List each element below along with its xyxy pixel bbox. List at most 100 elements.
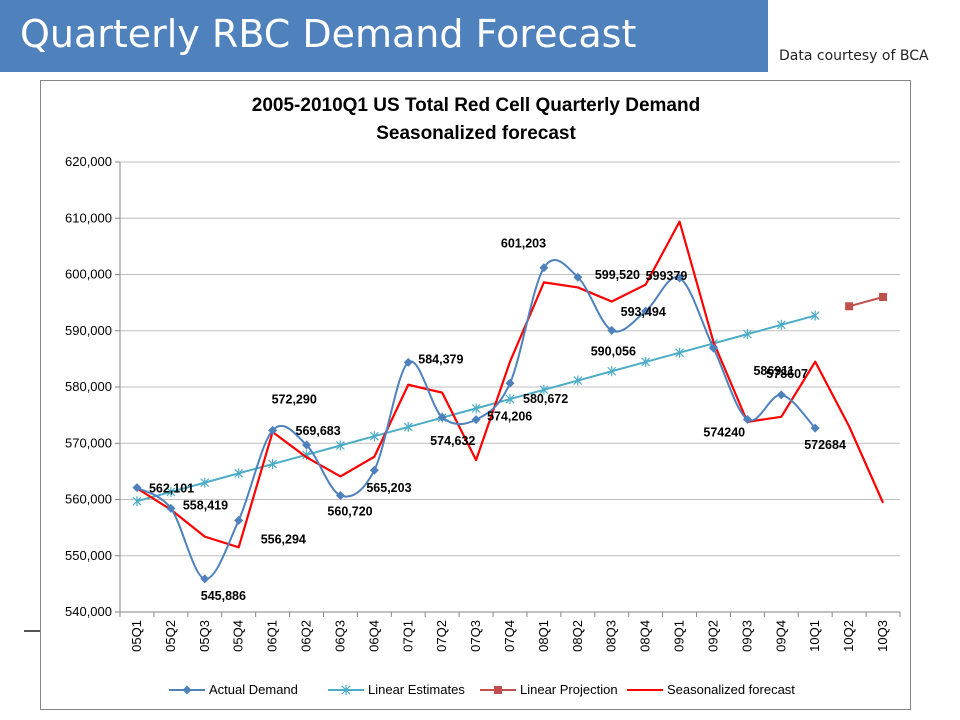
y-tick-label: 590,000	[65, 323, 112, 338]
chart-title: 2005-2010Q1 US Total Red Cell Quarterly …	[252, 95, 700, 116]
series-line	[848, 296, 884, 308]
y-tick-label: 620,000	[65, 154, 112, 169]
data-label: 560,720	[327, 504, 372, 518]
data-label: 569,683	[296, 424, 341, 438]
x-tick-label: 09Q1	[672, 620, 687, 652]
legend-entry: Linear Estimates	[328, 682, 465, 697]
data-point-diamond	[335, 490, 345, 500]
legend-entry: Seasonalized forecast	[627, 682, 795, 697]
x-tick-label: 06Q4	[366, 620, 381, 652]
data-point-square	[494, 686, 502, 694]
x-tick-label: 07Q1	[400, 620, 415, 652]
chart-frame: 2005-2010Q1 US Total Red Cell Quarterly …	[40, 80, 911, 710]
y-axis-ticks: 540,000 550,000 560,000 570,000 580,000 590,0…	[65, 154, 120, 619]
data-point-diamond	[573, 272, 583, 282]
legend-label: Seasonalized forecast	[667, 682, 795, 697]
data-labels: 562,101 558,419 545,886 556,294 572,290 569,6…	[149, 237, 846, 603]
data-label: 593,494	[621, 305, 666, 319]
y-tick-label: 570,000	[65, 435, 112, 450]
data-point-diamond	[810, 423, 820, 433]
legend-label: Linear Estimates	[368, 682, 465, 697]
data-point-diamond	[776, 390, 786, 400]
data-label: 574240	[703, 425, 745, 439]
x-tick-label: 09Q4	[773, 620, 788, 652]
data-point-diamond	[505, 378, 515, 388]
data-point-diamond	[132, 483, 142, 493]
data-point-diamond	[641, 306, 651, 316]
x-tick-label: 06Q1	[265, 620, 280, 652]
x-tick-label: 05Q3	[197, 620, 212, 652]
data-point-diamond	[437, 412, 447, 422]
data-label: 572,290	[272, 392, 317, 406]
series-seasonalized-forecast	[136, 220, 885, 549]
x-tick-label: 07Q2	[434, 620, 449, 652]
x-tick-label: 08Q4	[638, 620, 653, 652]
decorative-dash	[24, 630, 40, 632]
series-layer	[132, 220, 888, 584]
x-tick-label: 05Q4	[231, 620, 246, 652]
chart-legend: Actual Demand Linear Estimates Linear Proj…	[169, 682, 795, 697]
page-title: Quarterly RBC Demand Forecast	[20, 12, 637, 56]
x-tick-label: 06Q2	[299, 620, 314, 652]
chart-subtitle: Seasonalized forecast	[376, 123, 576, 144]
x-tick-label: 09Q2	[705, 620, 720, 652]
x-tick-label: 08Q1	[536, 620, 551, 652]
series-actual-demand	[132, 259, 820, 584]
y-tick-label: 550,000	[65, 548, 112, 563]
series-linear-estimates	[132, 310, 820, 507]
data-label: 572684	[804, 438, 846, 452]
data-label: 590,056	[591, 344, 636, 358]
data-label: 574,206	[487, 410, 532, 424]
data-label: 574,632	[430, 434, 475, 448]
series-line	[136, 220, 885, 549]
data-point-diamond	[675, 273, 685, 283]
legend-label: Linear Projection	[520, 682, 618, 697]
title-banner: Quarterly RBC Demand Forecast	[0, 0, 768, 72]
y-tick-label: 610,000	[65, 210, 112, 225]
legend-entry: Actual Demand	[169, 682, 298, 697]
y-tick-label: 600,000	[65, 267, 112, 282]
x-tick-label: 05Q1	[129, 620, 144, 652]
data-label: 601,203	[501, 237, 546, 251]
data-point-diamond	[539, 263, 549, 273]
y-tick-label: 580,000	[65, 379, 112, 394]
y-tick-label: 540,000	[65, 604, 112, 619]
x-tick-label: 08Q2	[570, 620, 585, 652]
y-tick-label: 560,000	[65, 492, 112, 507]
data-label: 586911	[753, 364, 794, 378]
data-point-diamond	[166, 503, 176, 513]
data-point-diamond	[471, 415, 481, 425]
x-tick-label: 08Q3	[604, 620, 619, 652]
data-label: 556,294	[261, 532, 306, 546]
data-point-diamond	[607, 325, 617, 335]
data-label: 599379	[646, 269, 688, 283]
x-tick-label: 05Q2	[163, 620, 178, 652]
x-tick-label: 09Q3	[739, 620, 754, 652]
data-point-diamond	[182, 685, 192, 695]
x-tick-label: 07Q3	[468, 620, 483, 652]
data-point-diamond	[302, 440, 312, 450]
data-point-square	[879, 293, 888, 301]
data-point-diamond	[268, 425, 278, 435]
x-axis-ticks: 05Q1 05Q2 05Q3 05Q4 06Q1 06Q2 06Q3 06Q4 07Q1 07Q2…	[119, 612, 901, 652]
x-tick-label: 10Q1	[807, 620, 822, 652]
data-label: 545,886	[201, 589, 246, 603]
data-label: 580,672	[523, 392, 568, 406]
x-tick-label: 07Q4	[502, 620, 517, 652]
x-tick-label: 06Q3	[332, 620, 347, 652]
data-point-diamond	[403, 357, 413, 367]
data-label: 599,520	[595, 268, 640, 282]
data-label: 558,419	[183, 498, 228, 512]
x-tick-label: 10Q3	[875, 620, 890, 652]
data-point-diamond	[742, 414, 752, 424]
data-point-diamond	[369, 465, 379, 475]
data-label: 565,203	[366, 481, 411, 495]
x-tick-label: 10Q2	[841, 620, 856, 652]
data-courtesy-note: Data courtesy of BCA	[779, 48, 929, 64]
data-point-square	[845, 302, 854, 311]
data-label: 562,101	[149, 482, 194, 496]
legend-entry: Linear Projection	[480, 682, 618, 697]
data-point-diamond	[200, 574, 210, 584]
demand-chart: 2005-2010Q1 US Total Red Cell Quarterly …	[65, 95, 901, 697]
legend-label: Actual Demand	[209, 682, 298, 697]
